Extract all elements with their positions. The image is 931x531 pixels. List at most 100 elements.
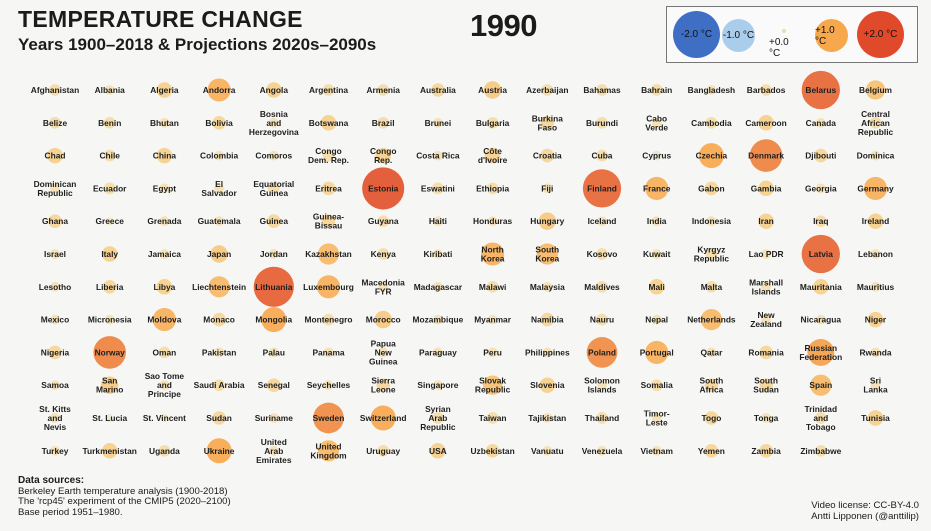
- temperature-dot: [268, 347, 279, 358]
- legend-item-plus1: +1.0 °C: [815, 19, 848, 52]
- country-bubble: Greece: [95, 216, 124, 226]
- country-label: Malawi: [479, 282, 506, 292]
- country-label: Cambodia: [691, 118, 732, 128]
- legend-item-plus2: +2.0 °C: [857, 11, 904, 58]
- country-label: Ecuador: [93, 183, 127, 193]
- country-label: Bosnia and Herzegovina: [249, 109, 299, 137]
- temperature-dot: [431, 83, 445, 97]
- country-label: Germany: [857, 183, 894, 193]
- country-bubble: Cambodia: [691, 116, 732, 129]
- country-bubble: Bangladesh: [688, 85, 735, 95]
- country-bubble: Kiribati: [423, 249, 452, 259]
- country-label: Angola: [260, 85, 289, 95]
- temperature-dot: [321, 181, 336, 196]
- temperature-dot: [700, 309, 723, 331]
- country-bubble: Mexico: [41, 315, 69, 325]
- country-label: Montenegro: [305, 315, 353, 325]
- country-bubble: Thailand: [585, 412, 619, 424]
- country-label: Liberia: [96, 282, 124, 292]
- country-bubble: Cameroon: [745, 115, 787, 131]
- country-label: Comoros: [255, 151, 292, 161]
- temperature-dot: [704, 378, 719, 393]
- temperature-dot: [651, 413, 662, 423]
- temperature-dot: [433, 117, 443, 128]
- temperature-dot: [433, 150, 443, 161]
- country-label: Cameroon: [745, 118, 786, 128]
- country-label: South Sudan: [753, 376, 779, 395]
- country-label: South Korea: [535, 245, 559, 264]
- temperature-dot: [540, 312, 555, 327]
- temperature-dot: [159, 117, 170, 128]
- country-bubble: Afghanistan: [31, 84, 79, 96]
- temperature-dot: [268, 413, 279, 423]
- country-label: Papua New Guinea: [369, 338, 398, 366]
- country-bubble: Paraguay: [419, 347, 457, 357]
- country-label: Kosovo: [587, 249, 618, 259]
- country-bubble: Tunisia: [861, 410, 890, 426]
- credits: Video license: CC-BY-4.0 Antti Lipponen …: [811, 500, 919, 522]
- country-label: Sri Lanka: [863, 376, 888, 395]
- country-label: Equatorial Guinea: [253, 179, 294, 198]
- legend-item-minus2: -2.0 °C: [673, 11, 720, 58]
- country-label: Yemen: [698, 446, 725, 456]
- country-label: Grenada: [147, 216, 181, 226]
- country-label: Dominican Republic: [34, 179, 77, 198]
- country-label: Suriname: [255, 413, 294, 423]
- country-bubble: Lesotho: [39, 282, 72, 292]
- temperature-dot: [705, 248, 718, 260]
- temperature-dot: [374, 310, 392, 329]
- temperature-dot: [761, 281, 771, 292]
- country-bubble: Solomon Islands: [584, 376, 620, 395]
- temperature-dot: [758, 115, 774, 131]
- temperature-dot: [50, 281, 60, 292]
- country-label: Finland: [587, 183, 617, 193]
- temperature-dot: [486, 412, 499, 424]
- temperature-dot: [433, 216, 443, 227]
- country-bubble: Lebanon: [858, 249, 893, 259]
- country-bubble: Seychelles: [307, 380, 351, 390]
- temperature-dot: [253, 266, 294, 307]
- country-bubble: Mali: [649, 279, 665, 295]
- country-bubble: Latvia: [801, 234, 840, 274]
- legend-label: +1.0 °C: [815, 24, 835, 47]
- temperature-dot: [814, 148, 828, 163]
- country-bubble: Rwanda: [859, 347, 891, 357]
- country-label: Congo Dem. Rep.: [308, 146, 349, 165]
- country-label: Kuwait: [643, 249, 671, 259]
- country-label: Uzbekistan: [470, 446, 514, 456]
- temperature-dot: [214, 150, 225, 161]
- country-label: Benin: [98, 118, 121, 128]
- country-label: Gabon: [698, 183, 725, 193]
- temperature-dot: [596, 84, 608, 96]
- country-label: Uganda: [149, 446, 180, 456]
- country-label: Azerbaijan: [526, 85, 568, 95]
- country-label: Dominica: [857, 151, 895, 161]
- country-bubble: Sudan: [206, 411, 232, 425]
- country-label: Bulgaria: [476, 118, 510, 128]
- temperature-dot: [761, 249, 771, 259]
- temperature-dot: [317, 243, 340, 265]
- temperature-dot: [268, 150, 279, 161]
- country-bubble: Bulgaria: [476, 116, 510, 129]
- temperature-dot: [865, 80, 886, 100]
- temperature-dot: [481, 242, 505, 266]
- country-label: Malaysia: [530, 282, 565, 292]
- country-label: Samoa: [41, 380, 69, 390]
- country-label: Togo: [701, 413, 721, 423]
- country-bubble: Congo Dem. Rep.: [308, 146, 349, 165]
- country-bubble: Jordan: [260, 249, 288, 259]
- country-bubble: Uruguay: [366, 444, 401, 457]
- country-bubble: Cabo Verde: [645, 113, 668, 132]
- country-bubble: Guinea-Bissau: [313, 212, 344, 231]
- license-text: Video license: CC-BY-4.0: [811, 500, 919, 511]
- temperature-dot: [704, 444, 719, 458]
- temperature-dot: [49, 84, 61, 96]
- country-bubble: Bolivia: [205, 116, 233, 130]
- year-label: 1990: [470, 8, 537, 43]
- country-bubble: Poland: [586, 337, 618, 368]
- temperature-dot: [870, 150, 881, 161]
- country-label: Palau: [263, 347, 285, 357]
- temperature-dot: [651, 216, 662, 227]
- temperature-dot: [648, 279, 665, 295]
- temperature-dot: [103, 182, 116, 195]
